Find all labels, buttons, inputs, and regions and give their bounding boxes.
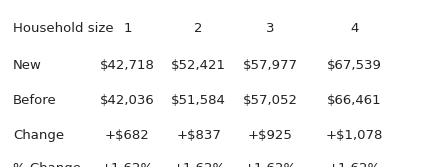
- Text: % Change: % Change: [13, 162, 81, 167]
- Text: +1.62%: +1.62%: [328, 162, 381, 167]
- Text: Change: Change: [13, 129, 64, 142]
- Text: 4: 4: [350, 22, 359, 35]
- Text: +$1,078: +$1,078: [326, 129, 383, 142]
- Text: $57,977: $57,977: [242, 59, 298, 72]
- Text: +1.62%: +1.62%: [101, 162, 154, 167]
- Text: Household size: Household size: [13, 22, 114, 35]
- Text: $42,718: $42,718: [100, 59, 155, 72]
- Text: $67,539: $67,539: [327, 59, 382, 72]
- Text: +$925: +$925: [248, 129, 292, 142]
- Text: $51,584: $51,584: [171, 94, 226, 107]
- Text: +$682: +$682: [105, 129, 150, 142]
- Text: 2: 2: [194, 22, 203, 35]
- Text: +1.62%: +1.62%: [244, 162, 296, 167]
- Text: Before: Before: [13, 94, 57, 107]
- Text: 1: 1: [123, 22, 132, 35]
- Text: New: New: [13, 59, 42, 72]
- Text: $42,036: $42,036: [100, 94, 155, 107]
- Text: +1.62%: +1.62%: [172, 162, 225, 167]
- Text: 3: 3: [266, 22, 274, 35]
- Text: $57,052: $57,052: [242, 94, 298, 107]
- Text: +$837: +$837: [176, 129, 221, 142]
- Text: $52,421: $52,421: [171, 59, 226, 72]
- Text: $66,461: $66,461: [327, 94, 381, 107]
